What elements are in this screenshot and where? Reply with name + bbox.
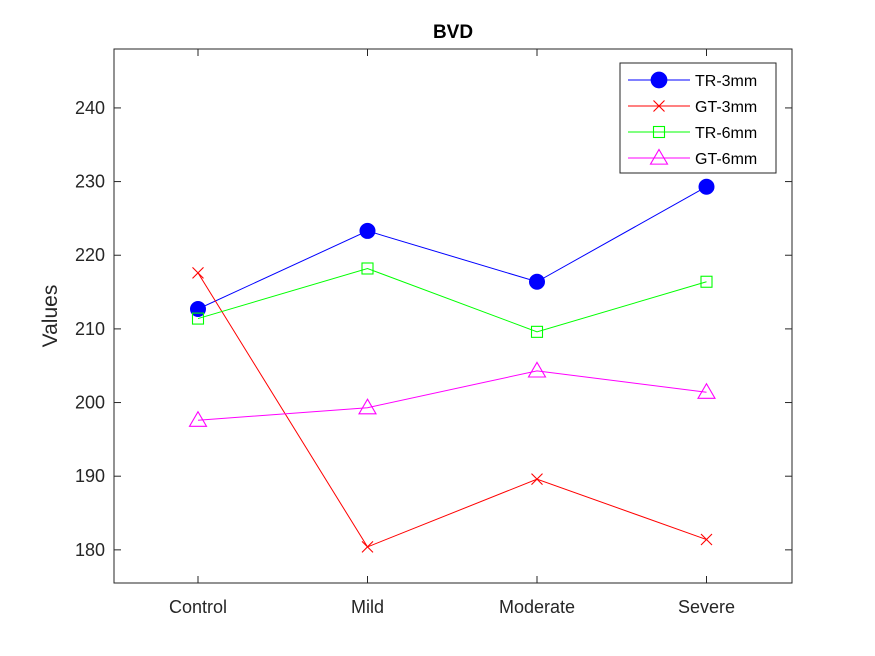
legend-item: TR-3mm: [628, 71, 757, 90]
data-point: [361, 541, 374, 553]
series-line: [197, 370, 707, 421]
y-tick-label: 230: [75, 172, 105, 192]
y-tick-label: 240: [75, 98, 105, 118]
data-point: [361, 262, 374, 275]
data-point: [191, 312, 205, 325]
data-point: [529, 273, 545, 290]
y-tick-label: 190: [75, 466, 105, 486]
data-point: [527, 361, 547, 378]
y-tick-label: 220: [75, 245, 105, 265]
series-gt-6mm: [188, 361, 716, 427]
series-line: [197, 267, 707, 333]
legend-item: TR-6mm: [628, 125, 757, 142]
data-point: [653, 100, 665, 112]
data-point: [531, 473, 543, 486]
legend-box: [619, 62, 777, 174]
series-line: [197, 272, 707, 548]
y-tick-label: 180: [75, 540, 105, 560]
series-layer: [188, 178, 716, 553]
data-point: [530, 325, 544, 338]
x-axis: Control Mild Moderate Severe: [169, 49, 735, 617]
y-tick-label: 210: [75, 319, 105, 339]
y-tick-label: 200: [75, 393, 105, 413]
series-line: [197, 186, 707, 310]
legend-label: GT-3mm: [695, 99, 757, 116]
data-point: [359, 222, 376, 239]
data-point: [649, 148, 669, 165]
data-point: [652, 125, 666, 139]
data-point: [358, 398, 377, 415]
x-tick-label: Control: [169, 597, 227, 617]
x-tick-label: Mild: [351, 597, 384, 617]
legend-label: GT-6mm: [695, 151, 757, 168]
data-point: [650, 71, 668, 89]
legend-item: GT-3mm: [628, 99, 757, 116]
data-point: [192, 267, 204, 279]
data-point: [697, 382, 716, 399]
legend-item: GT-6mm: [628, 148, 757, 168]
data-point: [698, 178, 715, 195]
series-tr-3mm: [190, 178, 715, 318]
x-tick-label: Moderate: [499, 597, 575, 617]
legend-label: TR-3mm: [695, 73, 757, 90]
x-tick-label: Severe: [678, 597, 735, 617]
series-gt-3mm: [192, 267, 713, 553]
series-tr-6mm: [191, 262, 713, 338]
chart-title: BVD: [433, 22, 473, 43]
legend-label: TR-6mm: [695, 125, 757, 142]
data-point: [188, 410, 208, 427]
data-point: [700, 275, 713, 288]
data-point: [700, 533, 713, 546]
y-axis: 180 190 200 210 220 230 240: [75, 98, 792, 560]
legend: TR-3mm GT-3mm TR-6mm GT-6mm: [619, 62, 777, 174]
y-axis-title: Values: [39, 285, 62, 348]
